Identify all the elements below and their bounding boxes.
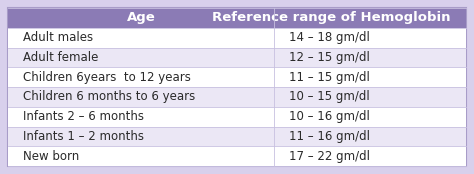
Text: 10 – 16 gm/dl: 10 – 16 gm/dl bbox=[289, 110, 370, 123]
Bar bbox=[273, 87, 466, 107]
Text: 10 – 15 gm/dl: 10 – 15 gm/dl bbox=[289, 90, 369, 103]
Text: Adult males: Adult males bbox=[23, 31, 93, 44]
Text: 17 – 22 gm/dl: 17 – 22 gm/dl bbox=[289, 150, 370, 163]
Text: 12 – 15 gm/dl: 12 – 15 gm/dl bbox=[289, 51, 370, 64]
Text: Reference range of Hemoglobin: Reference range of Hemoglobin bbox=[212, 11, 451, 24]
Bar bbox=[273, 146, 466, 166]
Bar bbox=[273, 48, 466, 67]
Text: 11 – 16 gm/dl: 11 – 16 gm/dl bbox=[289, 130, 370, 143]
Text: Children 6 months to 6 years: Children 6 months to 6 years bbox=[23, 90, 195, 103]
Text: 11 – 15 gm/dl: 11 – 15 gm/dl bbox=[289, 71, 370, 84]
Bar bbox=[273, 126, 466, 146]
Text: Age: Age bbox=[127, 11, 155, 24]
Bar bbox=[273, 67, 466, 87]
Bar bbox=[8, 87, 273, 107]
Text: New born: New born bbox=[23, 150, 79, 163]
Bar bbox=[8, 126, 273, 146]
Text: Adult female: Adult female bbox=[23, 51, 99, 64]
Bar bbox=[273, 8, 466, 28]
Bar bbox=[8, 28, 273, 48]
Text: Infants 1 – 2 months: Infants 1 – 2 months bbox=[23, 130, 144, 143]
Bar bbox=[8, 8, 273, 28]
Text: Infants 2 – 6 months: Infants 2 – 6 months bbox=[23, 110, 144, 123]
Bar bbox=[8, 48, 273, 67]
Bar bbox=[273, 107, 466, 126]
Bar bbox=[8, 146, 273, 166]
Bar bbox=[8, 107, 273, 126]
Text: 14 – 18 gm/dl: 14 – 18 gm/dl bbox=[289, 31, 370, 44]
Text: Children 6years  to 12 years: Children 6years to 12 years bbox=[23, 71, 191, 84]
Bar bbox=[273, 28, 466, 48]
Bar bbox=[8, 67, 273, 87]
